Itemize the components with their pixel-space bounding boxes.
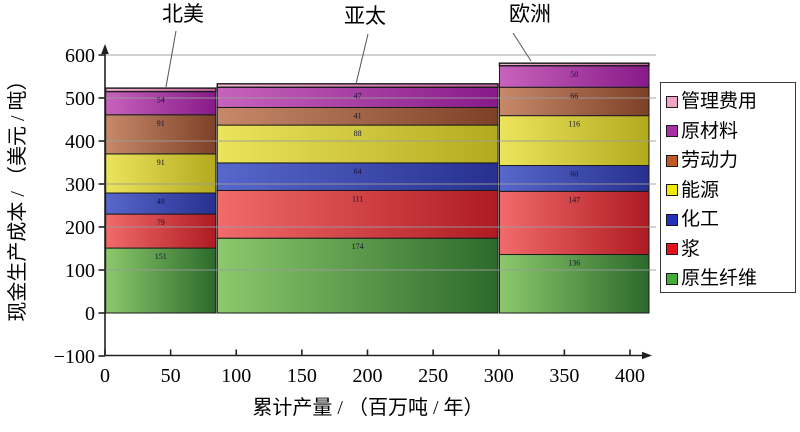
legend-item-劳动力: 劳动力	[666, 146, 795, 176]
x-tick-label: 300	[484, 365, 514, 387]
legend-item-管理费用: 管理费用	[666, 87, 795, 117]
y-tick-label: 200	[65, 217, 95, 239]
leader-line-北美	[165, 30, 177, 88]
leader-line-欧洲	[512, 32, 532, 62]
segment-value: 88	[354, 129, 362, 138]
segment-value-labels: 151 79 49 91 91 54 174 111 64 88 41 47 136 147 60 116 66…	[155, 70, 580, 268]
segment-value: 147	[568, 195, 580, 204]
bar-segment-亚太-化工	[216, 162, 499, 191]
segment-value: 47	[354, 91, 362, 100]
x-tick-label: 0	[100, 365, 110, 387]
bar-segment-欧洲-化工	[498, 165, 650, 192]
y-tick-label: 500	[65, 88, 95, 110]
y-tick-label: −100	[54, 346, 95, 368]
segment-value: 116	[568, 120, 580, 129]
segment-value: 60	[570, 170, 578, 179]
segment-value: 49	[157, 197, 165, 206]
x-axis-title: 累计产量 / （百万吨 / 年）	[252, 396, 483, 419]
region-label-亚太: 亚太	[344, 4, 386, 28]
x-tick-label: 200	[353, 365, 383, 387]
x-tick-label: 50	[161, 365, 181, 387]
region-annotations: 北美 亚太 欧洲	[162, 2, 551, 88]
segment-value: 174	[352, 242, 364, 251]
bar-segment-亚太-浆	[216, 189, 499, 239]
y-tick-label: 300	[65, 174, 95, 196]
bar-segment-北美-劳动力	[105, 114, 217, 155]
segment-value: 64	[354, 167, 362, 176]
y-tick-label: 100	[65, 260, 95, 282]
y-tick-label: 0	[85, 303, 95, 325]
legend: 管理费用原材料劳动力能源化工浆原生纤维	[660, 82, 796, 293]
segment-value: 136	[568, 259, 580, 268]
stacked-bars	[104, 62, 650, 314]
legend-swatch	[666, 154, 678, 167]
legend-label: 原材料	[681, 120, 739, 142]
legend-item-浆: 浆	[666, 235, 795, 265]
bar-segment-北美-管理费用	[104, 87, 217, 93]
bar-segment-北美-能源	[105, 153, 217, 194]
bar-segment-亚太-管理费用	[216, 83, 499, 88]
x-tick-label: 350	[549, 365, 579, 387]
bar-segment-亚太-能源	[216, 124, 499, 164]
y-axis-title: 现金生产成本 / （美元 / 吨）	[6, 70, 29, 321]
leader-line-亚太	[355, 33, 369, 85]
legend-label: 化工	[681, 209, 720, 231]
legend-swatch	[666, 184, 678, 197]
segment-value: 91	[157, 119, 165, 128]
segment-value: 79	[157, 218, 165, 227]
segment-value: 41	[354, 111, 362, 120]
x-tick-label: 100	[221, 365, 251, 387]
x-tick-label: 150	[287, 365, 317, 387]
legend-swatch	[666, 272, 678, 285]
legend-swatch	[666, 125, 678, 138]
y-tick-label: 600	[65, 45, 95, 67]
bar-segment-北美-浆	[105, 213, 217, 249]
segment-value: 54	[157, 96, 165, 105]
bar-segment-欧洲-浆	[498, 190, 650, 256]
legend-item-化工: 化工	[666, 205, 795, 235]
legend-swatch	[666, 95, 678, 108]
gridlines	[105, 54, 656, 271]
x-tick-label: 400	[615, 365, 645, 387]
legend-label: 劳动力	[681, 150, 739, 172]
x-axis-arrow	[642, 351, 652, 360]
legend-label: 能源	[681, 179, 720, 201]
x-tick-label: 250	[418, 365, 448, 387]
y-axis-arrow	[101, 44, 109, 54]
segment-value: 151	[155, 252, 167, 261]
segment-value: 91	[157, 158, 165, 167]
legend-item-原材料: 原材料	[666, 117, 795, 147]
bar-segment-欧洲-原生纤维	[498, 254, 650, 314]
segment-value: 111	[352, 194, 363, 203]
legend-label: 原生纤维	[681, 268, 758, 290]
legend-swatch	[666, 243, 678, 256]
bar-segment-北美-原生纤维	[105, 247, 217, 314]
legend-item-原生纤维: 原生纤维	[666, 264, 795, 294]
region-label-北美: 北美	[162, 2, 204, 26]
legend-item-能源: 能源	[666, 176, 795, 206]
segment-value: 50	[570, 70, 578, 79]
bar-segment-欧洲-管理费用	[498, 62, 650, 67]
y-tick-label: 400	[65, 131, 95, 153]
region-label-欧洲: 欧洲	[509, 2, 551, 26]
segment-value: 66	[570, 91, 578, 100]
legend-label: 管理费用	[681, 91, 758, 113]
legend-swatch	[666, 213, 678, 226]
legend-label: 浆	[681, 238, 701, 260]
